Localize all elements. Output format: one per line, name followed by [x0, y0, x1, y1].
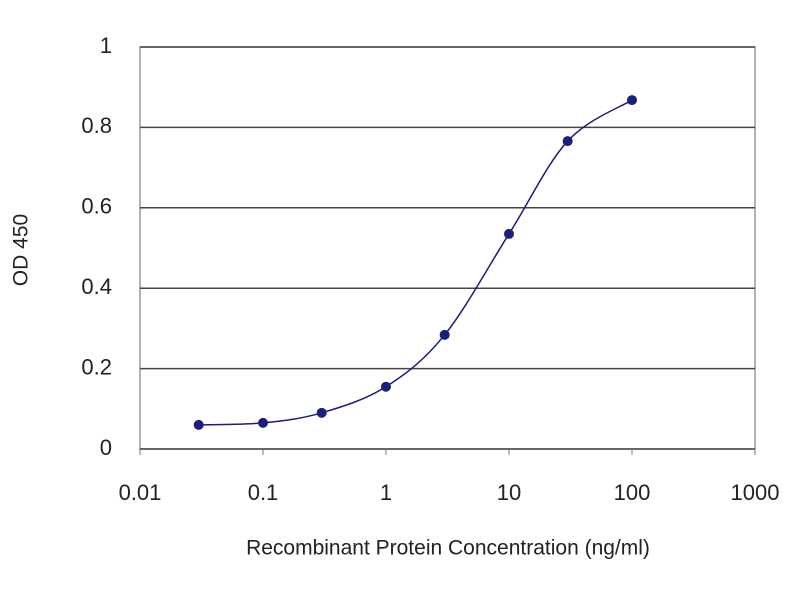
y-tick-label: 0.2	[81, 354, 112, 379]
y-tick-label: 0.4	[81, 274, 112, 299]
y-tick-label: 0	[100, 435, 112, 460]
x-tick-label: 1	[380, 480, 392, 505]
x-tick-label: 1000	[731, 480, 780, 505]
y-axis-label: OD 450	[10, 214, 33, 286]
data-point	[316, 407, 327, 418]
x-tick-label: 100	[614, 480, 651, 505]
data-point	[439, 329, 450, 340]
data-point	[562, 136, 573, 147]
data-point	[627, 95, 637, 106]
data-point	[504, 228, 514, 239]
data-point	[258, 417, 268, 428]
series-line	[198, 99, 633, 426]
plot-frame	[139, 46, 756, 450]
y-tick-label: 0.6	[81, 194, 112, 219]
x-tick-label: 0.01	[119, 480, 162, 505]
y-tick-label: 0.8	[81, 113, 112, 138]
data-point	[381, 381, 391, 392]
y-tick-label: 1	[100, 33, 112, 58]
x-axis-label: Recombinant Protein Concentration (ng/ml…	[246, 537, 650, 560]
x-tick-label: 10	[497, 480, 521, 505]
data-point	[193, 419, 204, 430]
x-tick-label: 0.1	[248, 480, 279, 505]
